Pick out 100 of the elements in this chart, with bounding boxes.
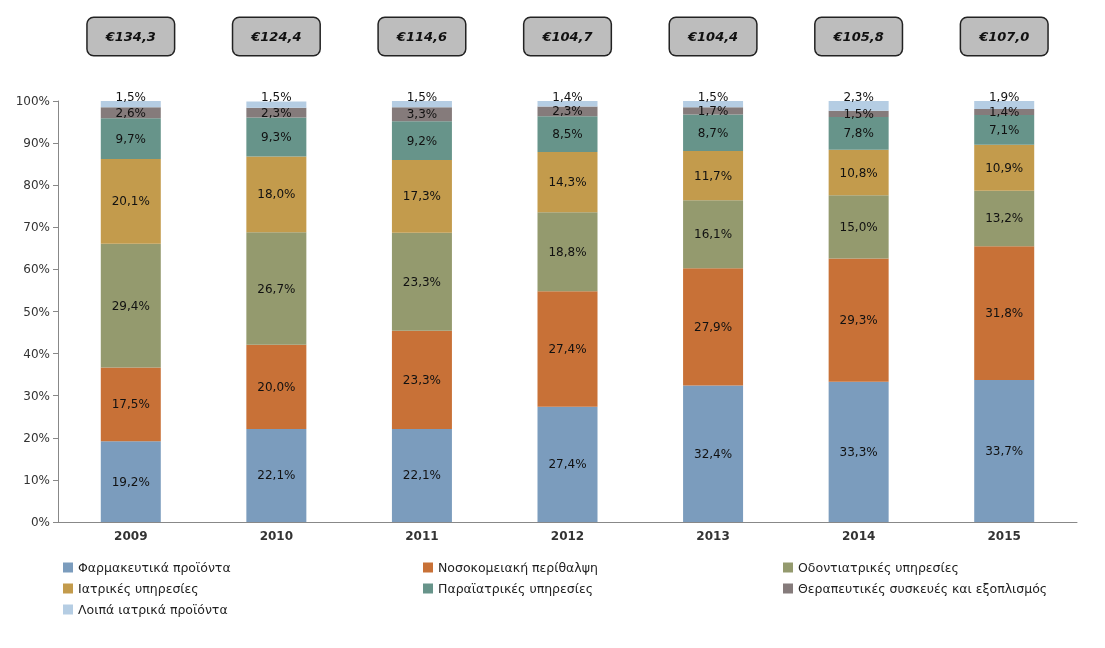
data-label: 23,3% xyxy=(402,372,441,387)
data-label: 10,9% xyxy=(985,160,1024,175)
bar xyxy=(974,380,1035,522)
data-label: 31,8% xyxy=(985,306,1024,321)
bar xyxy=(683,114,744,152)
bar xyxy=(246,117,307,157)
bar xyxy=(974,101,1035,109)
legend-label: Οδοντιατρικές υπηρεσίες xyxy=(798,560,959,575)
text: €124,4 xyxy=(250,29,302,44)
data-label: 1,5% xyxy=(406,90,438,104)
data-label: 8,5% xyxy=(552,127,583,142)
x-tick-label: 2013 xyxy=(696,529,730,543)
bar xyxy=(100,118,161,160)
bar xyxy=(246,232,307,345)
bar xyxy=(100,159,161,244)
data-label: 27,9% xyxy=(694,319,733,334)
bar xyxy=(828,195,889,259)
y-tick-label: 70% xyxy=(23,220,50,235)
data-label: 18,0% xyxy=(257,187,296,202)
y-tick-label: 30% xyxy=(23,388,50,403)
text: €105,8 xyxy=(832,29,884,44)
data-label: 27,4% xyxy=(548,341,587,356)
y-tick-label: 80% xyxy=(23,178,50,193)
data-label: 1,5% xyxy=(697,90,729,104)
bar xyxy=(246,344,307,429)
data-label: 2,3% xyxy=(261,105,292,120)
data-label: 29,4% xyxy=(111,298,150,313)
data-label: 23,3% xyxy=(402,274,441,289)
data-label: 1,5% xyxy=(115,90,147,104)
bar xyxy=(391,121,452,160)
data-label: 1,4% xyxy=(988,104,1020,119)
bar xyxy=(683,200,744,269)
bar xyxy=(537,116,598,152)
x-tick-label: 2009 xyxy=(114,529,148,543)
y-tick-label: 90% xyxy=(23,136,50,151)
text: €104,7 xyxy=(541,29,594,44)
bar xyxy=(974,246,1035,381)
data-label: 17,3% xyxy=(402,189,441,204)
data-label: 29,3% xyxy=(839,313,878,328)
data-label: 20,1% xyxy=(111,194,150,209)
bar xyxy=(828,117,889,150)
bar xyxy=(100,441,161,522)
y-tick-label: 0% xyxy=(30,515,50,529)
bar xyxy=(828,149,889,196)
bar xyxy=(391,159,452,233)
data-label: 20,0% xyxy=(257,379,296,394)
bar xyxy=(683,151,744,201)
data-label: 1,5% xyxy=(261,90,292,105)
text: €114,6 xyxy=(395,29,448,44)
y-tick-label: 40% xyxy=(23,346,50,361)
data-label: 19,2% xyxy=(111,474,150,489)
data-label: 2,3% xyxy=(843,90,874,104)
bar xyxy=(100,101,161,108)
y-tick-label: 100% xyxy=(15,94,50,108)
data-label: 2,3% xyxy=(552,104,583,119)
bar xyxy=(537,151,598,213)
bar xyxy=(828,101,889,111)
y-tick-label: 50% xyxy=(23,304,50,319)
data-label: 22,1% xyxy=(257,468,296,483)
data-label: 3,3% xyxy=(406,107,438,122)
legend-label: Θεραπευτικές συσκευές και εξοπλισμός xyxy=(798,581,1048,596)
data-label: 14,3% xyxy=(548,175,587,190)
bar xyxy=(246,428,307,522)
data-label: 27,4% xyxy=(548,457,587,472)
data-label: 2,6% xyxy=(115,105,147,120)
x-tick-label: 2010 xyxy=(259,529,294,543)
text: €134,3 xyxy=(104,29,156,44)
bar xyxy=(683,268,744,386)
data-label: 9,3% xyxy=(261,130,292,144)
x-tick-label: 2014 xyxy=(841,529,876,543)
bar xyxy=(974,144,1035,191)
data-label: 8,7% xyxy=(697,125,729,140)
bar xyxy=(100,367,161,442)
legend-label: Παραϊατρικές υπηρεσίες xyxy=(438,581,594,596)
x-tick-label: 2012 xyxy=(550,529,585,543)
data-label: 1,9% xyxy=(988,90,1020,104)
data-label: 7,1% xyxy=(988,122,1020,137)
data-label: 10,8% xyxy=(839,165,878,180)
bar xyxy=(683,101,744,108)
bar xyxy=(391,330,452,429)
data-label: 32,4% xyxy=(694,446,733,461)
bar xyxy=(100,243,161,368)
bar xyxy=(537,101,598,107)
text: €107,0 xyxy=(978,29,1030,44)
bar xyxy=(828,381,889,522)
y-tick-label: 60% xyxy=(23,262,50,277)
bar xyxy=(537,212,598,292)
bar xyxy=(537,291,598,407)
bar xyxy=(974,190,1035,247)
data-label: 1,4% xyxy=(552,90,583,104)
data-label: 33,7% xyxy=(985,444,1024,459)
data-label: 17,5% xyxy=(111,397,150,412)
data-label: 9,2% xyxy=(406,133,438,148)
data-label: 1,5% xyxy=(843,106,874,121)
data-label: 13,2% xyxy=(985,211,1024,226)
legend-label: Φαρμακευτικά προϊόντα xyxy=(78,560,231,575)
bar xyxy=(683,385,744,522)
data-label: 18,8% xyxy=(548,244,587,259)
x-tick-label: 2011 xyxy=(405,529,439,543)
data-label: 16,1% xyxy=(694,227,733,242)
